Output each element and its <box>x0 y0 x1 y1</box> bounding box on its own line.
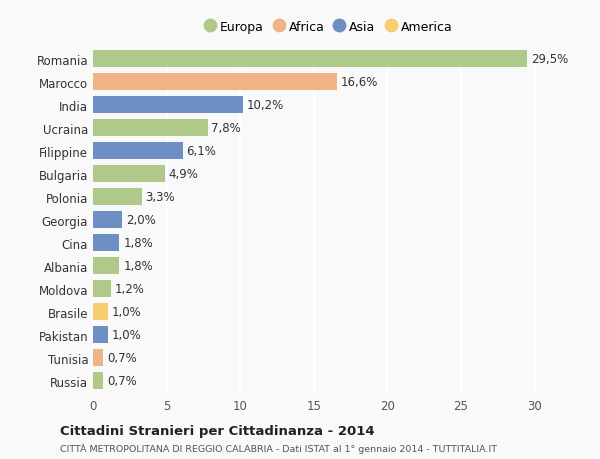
Text: Cittadini Stranieri per Cittadinanza - 2014: Cittadini Stranieri per Cittadinanza - 2… <box>60 424 374 437</box>
Text: 3,3%: 3,3% <box>145 191 175 204</box>
Bar <box>93 372 103 390</box>
Bar <box>93 166 165 183</box>
Bar <box>93 303 108 321</box>
Bar <box>93 189 142 206</box>
Bar <box>93 212 122 229</box>
Text: 7,8%: 7,8% <box>211 122 241 135</box>
Bar <box>93 235 119 252</box>
Text: 1,2%: 1,2% <box>115 283 144 296</box>
Text: 16,6%: 16,6% <box>341 76 379 89</box>
Bar <box>93 74 337 91</box>
Text: 10,2%: 10,2% <box>247 99 284 112</box>
Text: 29,5%: 29,5% <box>531 53 568 66</box>
Bar <box>93 257 119 275</box>
Bar <box>93 51 527 68</box>
Bar <box>93 349 103 367</box>
Text: 1,0%: 1,0% <box>112 306 141 319</box>
Bar <box>93 97 243 114</box>
Text: CITTÀ METROPOLITANA DI REGGIO CALABRIA - Dati ISTAT al 1° gennaio 2014 - TUTTITA: CITTÀ METROPOLITANA DI REGGIO CALABRIA -… <box>60 442 497 453</box>
Text: 2,0%: 2,0% <box>126 214 156 227</box>
Bar <box>93 143 183 160</box>
Bar <box>93 120 208 137</box>
Text: 0,7%: 0,7% <box>107 375 137 387</box>
Text: 0,7%: 0,7% <box>107 352 137 364</box>
Text: 1,8%: 1,8% <box>123 260 153 273</box>
Text: 4,9%: 4,9% <box>169 168 199 181</box>
Bar <box>93 280 110 298</box>
Legend: Europa, Africa, Asia, America: Europa, Africa, Asia, America <box>201 17 456 38</box>
Bar <box>93 326 108 344</box>
Text: 1,8%: 1,8% <box>123 237 153 250</box>
Text: 6,1%: 6,1% <box>187 145 217 158</box>
Text: 1,0%: 1,0% <box>112 329 141 341</box>
